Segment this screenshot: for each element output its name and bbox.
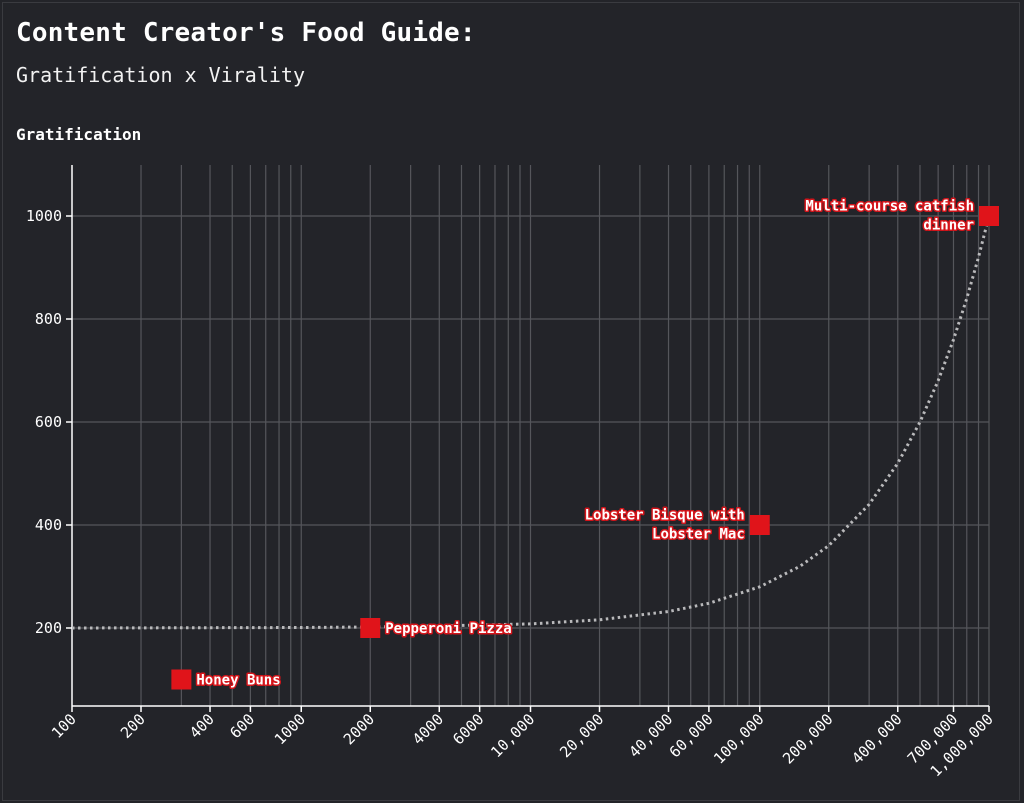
y-tick-label: 1000 bbox=[26, 207, 62, 225]
point-marker bbox=[749, 515, 770, 535]
y-tick-label: 600 bbox=[35, 413, 62, 431]
y-tick-label: 200 bbox=[35, 619, 62, 637]
x-tick-label: 4000 bbox=[409, 710, 447, 748]
point-label: Pepperoni Pizza bbox=[385, 621, 511, 637]
data-points: Honey Buns Pepperoni Pizza Lobster Bisque … bbox=[171, 197, 999, 690]
x-tick-label: 200,000 bbox=[779, 710, 836, 767]
x-tick-label: 400 bbox=[186, 710, 218, 742]
data-point: Honey Buns bbox=[171, 669, 282, 690]
data-point: Lobster Bisque with Lobster Mac bbox=[583, 506, 770, 544]
x-tick-label: 100,000 bbox=[710, 710, 767, 767]
x-tick-label: 10,000 bbox=[487, 710, 538, 761]
data-point: Pepperoni Pizza bbox=[360, 618, 513, 639]
chart-subtitle: Gratification x Virality bbox=[16, 63, 305, 87]
trend-curve bbox=[71, 215, 991, 630]
x-tick-label: 100 bbox=[48, 710, 80, 742]
y-tick-label: 800 bbox=[35, 310, 62, 328]
trend-curve-layer bbox=[71, 215, 991, 630]
y-tick-label: 400 bbox=[35, 516, 62, 534]
data-point: Multi-course catfish dinner bbox=[804, 197, 999, 235]
y-axis-label: Gratification bbox=[16, 125, 142, 144]
x-tick-label: 1000 bbox=[271, 710, 309, 748]
x-tick-label: 600 bbox=[226, 710, 258, 742]
axes bbox=[66, 165, 990, 712]
x-tick-label: 400,000 bbox=[848, 710, 905, 767]
point-label: dinner bbox=[923, 218, 974, 234]
x-tick-label: 6000 bbox=[449, 710, 487, 748]
gridlines bbox=[72, 165, 990, 706]
point-marker bbox=[360, 618, 381, 638]
point-label: Honey Buns bbox=[196, 673, 280, 689]
x-tick-label: 20,000 bbox=[556, 710, 607, 761]
point-marker bbox=[979, 206, 999, 226]
point-label: Lobster Mac bbox=[652, 527, 745, 543]
x-tick-label: 40,000 bbox=[625, 710, 676, 761]
x-tick-label: 200 bbox=[117, 710, 149, 742]
point-marker bbox=[171, 669, 192, 690]
x-tick-label: 60,000 bbox=[666, 710, 717, 761]
point-label: Lobster Bisque with bbox=[585, 508, 745, 524]
point-label: Multi-course catfish bbox=[805, 199, 974, 215]
x-tick-label: 2000 bbox=[340, 710, 378, 748]
chart-title: Content Creator's Food Guide: bbox=[16, 18, 476, 48]
